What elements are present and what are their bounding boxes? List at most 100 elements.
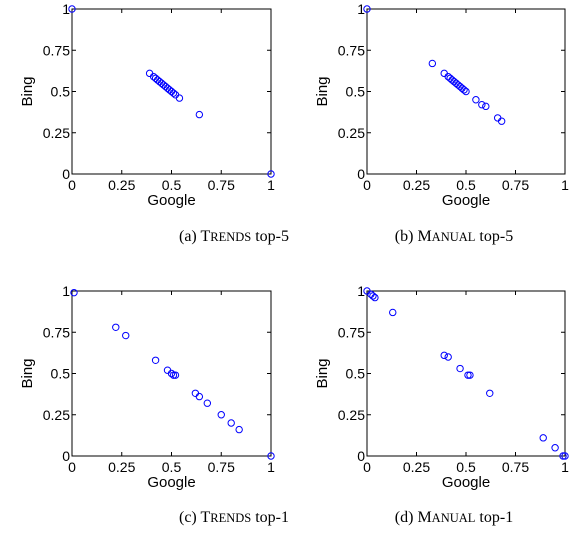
data-point: [169, 89, 178, 97]
data-point: [157, 79, 166, 87]
x-tick-label: 0.75: [502, 459, 529, 475]
data-point: [195, 110, 204, 119]
data-point: [440, 69, 448, 78]
x-tick-label: 0.25: [403, 459, 430, 475]
data-point: [559, 452, 567, 460]
x-axis-label: Google: [442, 474, 490, 491]
data-point: [444, 353, 452, 361]
x-tick-label: 0.5: [162, 177, 182, 193]
data-point: [235, 425, 243, 434]
y-tick-label: 0.75: [338, 324, 365, 340]
data-point: [151, 356, 160, 364]
y-tick-label: 0.25: [338, 407, 365, 423]
axes-frame: [71, 8, 272, 175]
x-tick-label: 1: [267, 177, 275, 193]
data-point: [539, 434, 547, 442]
caption-name-rest: ANUAL: [432, 230, 476, 244]
x-tick-label: 1: [561, 459, 569, 475]
data-point: [486, 389, 494, 397]
x-tick-label: 0: [68, 177, 76, 193]
y-tick-label: 0: [357, 166, 365, 182]
subfigure-caption: (c) TRENDS top-1: [179, 509, 289, 526]
data-point: [444, 72, 452, 81]
data-point: [367, 290, 375, 298]
data-point: [428, 59, 437, 68]
data-point: [169, 371, 178, 379]
data-point: [70, 288, 78, 297]
axes-frame: [71, 290, 272, 457]
x-tick-label: 0.25: [108, 177, 135, 193]
y-tick-label: 0.5: [51, 84, 71, 100]
caption-name-first: T: [200, 509, 210, 526]
y-axis-label: Bing: [19, 358, 36, 388]
data-point: [440, 351, 448, 360]
x-tick-label: 0: [68, 459, 76, 475]
caption-prefix: (c): [179, 509, 200, 526]
data-point: [456, 364, 464, 373]
x-axis-label: Google: [442, 192, 490, 209]
data-point: [446, 74, 454, 83]
data-point: [369, 292, 377, 300]
y-axis-label: Bing: [19, 76, 36, 106]
data-point: [151, 74, 160, 83]
data-point: [497, 117, 506, 125]
y-tick-label: 1: [62, 283, 70, 299]
data-point: [267, 452, 275, 460]
data-point: [191, 389, 200, 397]
subfigure-caption: (b) MANUAL top-5: [395, 228, 513, 245]
data-point: [68, 5, 76, 13]
y-tick-label: 0.75: [338, 42, 365, 58]
y-tick-label: 1: [62, 1, 70, 17]
y-tick-label: 0: [62, 166, 70, 182]
x-tick-label: 1: [561, 177, 569, 193]
x-axis-label: Google: [147, 474, 195, 491]
x-tick-label: 0: [363, 177, 371, 193]
data-point: [163, 366, 172, 374]
subplot-b: 0 0.25 0.5 0.75 1 0 0.25 0.5 0.75 1 Google Bing (b) …: [314, 1, 569, 245]
y-tick-label: 0: [62, 448, 70, 464]
x-tick-label: 0: [363, 459, 371, 475]
data-point: [161, 82, 170, 91]
data-point: [227, 419, 235, 427]
y-tick-label: 0.75: [43, 42, 70, 58]
data-point: [460, 86, 468, 94]
caption-name-rest: RENDS: [210, 230, 251, 244]
y-tick-label: 0.25: [43, 407, 70, 423]
axes-frame: [366, 8, 566, 175]
data-point: [482, 102, 490, 111]
subplot-a: 0 0.25 0.5 0.75 1 0 0.25 0.5 0.75 1 Google Bing (a) …: [19, 1, 289, 245]
data-point: [167, 369, 176, 378]
data-point: [450, 77, 458, 86]
caption-name-first: T: [200, 228, 210, 245]
y-tick-label: 0.5: [346, 84, 366, 100]
data-point: [122, 331, 130, 340]
y-axis-label: Bing: [314, 358, 331, 388]
data-point: [551, 444, 559, 452]
subfigure-caption: (d) MANUAL top-1: [395, 509, 513, 526]
x-tick-label: 0.5: [456, 459, 476, 475]
data-point: [171, 91, 180, 99]
subplot-grid: 0 0.25 0.5 0.75 1 0 0.25 0.5 0.75 1 Google Bing (a) …: [19, 1, 569, 526]
x-tick-label: 0.25: [403, 177, 430, 193]
caption-prefix: (d): [395, 509, 418, 526]
data-point: [478, 101, 486, 109]
data-point: [493, 114, 502, 122]
data-point: [195, 392, 204, 401]
caption-name-rest: ANUAL: [432, 511, 476, 525]
caption-suffix: top-5: [251, 228, 289, 245]
y-tick-label: 0.5: [51, 366, 71, 382]
x-tick-label: 0.5: [162, 459, 182, 475]
data-point: [561, 452, 569, 460]
y-axis-label: Bing: [314, 76, 331, 106]
y-tick-label: 0.25: [338, 125, 365, 141]
data-point: [217, 411, 225, 419]
data-point: [472, 96, 480, 104]
data-point: [175, 94, 184, 102]
data-point: [464, 371, 472, 379]
caption-name-rest: RENDS: [210, 511, 251, 525]
data-point: [462, 87, 470, 96]
subfigure-caption: (a) TRENDS top-5: [179, 228, 289, 245]
x-tick-label: 0.75: [208, 177, 235, 193]
data-point: [371, 293, 379, 302]
y-tick-label: 0.25: [43, 125, 70, 141]
